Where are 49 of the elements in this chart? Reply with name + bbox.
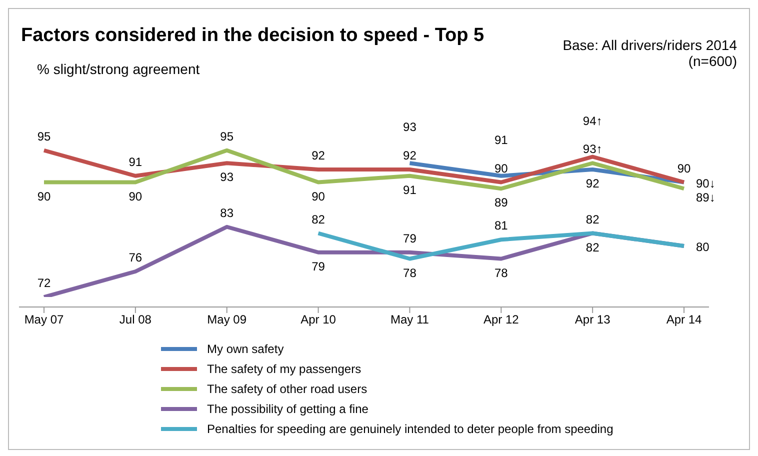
data-label: 90↓ (696, 176, 716, 190)
text: % slight/strong agreement (37, 61, 200, 77)
data-label: 80 (696, 240, 710, 254)
data-label: 72 (37, 276, 51, 290)
data-label: 81 (494, 218, 508, 233)
data-label: 92 (312, 148, 326, 162)
text: (n=600) (687, 53, 737, 69)
data-label: 82 (312, 212, 326, 226)
legend-label: Penalties for speeding are genuinely intended to deter people from speeding (207, 422, 614, 436)
data-label: 76 (128, 250, 142, 264)
legend-label: The possibility of getting a fine (207, 402, 368, 416)
data-label: 79 (312, 259, 326, 274)
data-label: 90 (494, 161, 508, 176)
data-label: 92 (586, 176, 600, 190)
data-label: 92 (403, 148, 417, 162)
data-label: 93 (403, 120, 417, 134)
data-label: 90 (128, 189, 142, 204)
text: Base: All drivers/riders 2014 (562, 37, 737, 53)
data-label: 91 (403, 182, 417, 197)
data-label: 89 (494, 196, 508, 210)
x-tick-label: Apr 12 (483, 312, 520, 327)
data-label: 93↑ (582, 142, 602, 156)
x-tick-label: May 09 (207, 312, 247, 327)
data-label: 79 (403, 231, 417, 246)
data-label: 91 (128, 154, 142, 169)
x-tick-label: Jul 08 (119, 312, 152, 327)
x-tick-label: May 11 (390, 312, 430, 327)
data-label: 91 (494, 132, 508, 147)
data-label: 90 (37, 189, 51, 204)
data-label: 95 (37, 129, 51, 144)
legend-label: The safety of my passengers (207, 362, 362, 376)
x-tick-label: Apr 13 (574, 312, 611, 327)
data-label: 94↑ (582, 114, 602, 128)
data-label: 90 (312, 189, 326, 204)
chart-title: Factors considered in the decision to speed - Top 5 (21, 25, 484, 47)
data-label: 95 (220, 129, 234, 144)
x-tick-label: Apr 14 (666, 312, 702, 327)
x-tick-label: Apr 10 (300, 312, 336, 327)
x-tick-label: May 07 (24, 312, 64, 327)
data-label: 90 (677, 161, 691, 176)
data-label: 83 (220, 206, 234, 220)
legend-label: The safety of other road users (207, 382, 368, 396)
legend-label: My own safety (207, 342, 284, 356)
data-label: 82 (586, 240, 600, 254)
data-label: 78 (403, 266, 417, 280)
data-label: 82 (586, 212, 600, 226)
data-label: 93 (220, 170, 234, 184)
data-label: 78 (494, 266, 508, 280)
data-label: 89↓ (696, 190, 716, 205)
